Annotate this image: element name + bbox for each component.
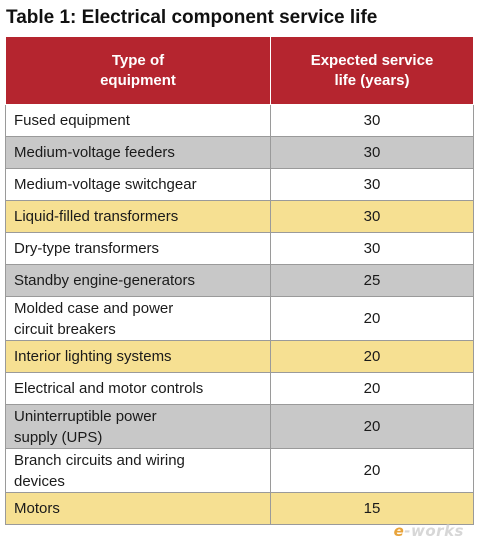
equipment-type-cell: Motors xyxy=(5,492,271,525)
table-title: Table 1: Electrical component service li… xyxy=(6,7,378,28)
service-life-cell: 15 xyxy=(270,492,474,525)
e-works-watermark: e-works xyxy=(394,522,464,540)
table-row: Dry-type transformers 30 xyxy=(5,232,474,265)
equipment-type-cell: Medium-voltage switchgear xyxy=(5,168,271,201)
header-equipment-type-line-2: equipment xyxy=(100,71,176,89)
table-row: Uninterruptible power supply (UPS) 20 xyxy=(5,404,474,449)
table-row: Interior lighting systems 20 xyxy=(5,340,474,373)
equipment-type-cell: Fused equipment xyxy=(5,104,271,137)
equipment-type-cell: Branch circuits and wiring devices xyxy=(5,448,271,493)
equipment-type-cell: Uninterruptible power supply (UPS) xyxy=(5,404,271,449)
header-service-life: Expected service life (years) xyxy=(270,36,474,105)
service-life-cell: 30 xyxy=(270,232,474,265)
table-header-row: Type of equipment Expected service life … xyxy=(5,36,474,105)
table-row: Molded case and power circuit breakers 20 xyxy=(5,296,474,341)
service-life-cell: 30 xyxy=(270,104,474,137)
service-life-cell: 25 xyxy=(270,264,474,297)
watermark-prefix: e xyxy=(393,522,405,540)
table-row: Medium-voltage feeders 30 xyxy=(5,136,474,169)
equipment-type-cell: Medium-voltage feeders xyxy=(5,136,271,169)
table-row: Motors 15 xyxy=(5,492,474,525)
service-life-cell: 20 xyxy=(270,296,474,341)
equipment-type-cell: Liquid-filled transformers xyxy=(5,200,271,233)
service-life-cell: 30 xyxy=(270,168,474,201)
header-equipment-type-line-1: Type of xyxy=(111,51,165,69)
service-life-cell: 30 xyxy=(270,200,474,233)
equipment-type-text: Branch circuits and wiring xyxy=(14,451,185,469)
watermark-text: -works xyxy=(404,522,464,540)
equipment-type-text: Medium-voltage switchgear xyxy=(14,176,197,193)
equipment-type-text: supply (UPS) xyxy=(14,428,103,446)
service-life-cell: 20 xyxy=(270,340,474,373)
equipment-type-text: Interior lighting systems xyxy=(14,348,172,365)
equipment-type-cell: Interior lighting systems xyxy=(5,340,271,373)
table-row: Standby engine-generators 25 xyxy=(5,264,474,297)
service-life-cell: 20 xyxy=(270,448,474,493)
equipment-type-text: Fused equipment xyxy=(14,112,130,129)
equipment-type-cell: Dry-type transformers xyxy=(5,232,271,265)
equipment-type-cell: Electrical and motor controls xyxy=(5,372,271,405)
service-life-cell: 30 xyxy=(270,136,474,169)
equipment-type-cell: Molded case and power circuit breakers xyxy=(5,296,271,341)
header-service-life-line-2: life (years) xyxy=(334,71,410,89)
equipment-type-cell: Standby engine-generators xyxy=(5,264,271,297)
header-equipment-type: Type of equipment xyxy=(5,36,271,105)
table-row: Medium-voltage switchgear 30 xyxy=(5,168,474,201)
equipment-type-text: Dry-type transformers xyxy=(14,240,160,257)
equipment-type-text: devices xyxy=(14,472,65,490)
table-body: Fused equipment 30 Medium-voltage feeders 3… xyxy=(5,104,474,525)
table-row: Fused equipment 30 xyxy=(5,104,474,137)
header-service-life-line-1: Expected service xyxy=(310,51,434,69)
service-life-table: Type of equipment Expected service life … xyxy=(5,36,474,525)
table-row: Liquid-filled transformers 30 xyxy=(5,200,474,233)
equipment-type-text: Uninterruptible power xyxy=(14,407,157,425)
equipment-type-text: Standby engine-generators xyxy=(14,272,195,289)
service-life-cell: 20 xyxy=(270,372,474,405)
table-row: Branch circuits and wiring devices 20 xyxy=(5,448,474,493)
equipment-type-text: Molded case and power xyxy=(14,299,174,317)
equipment-type-text: Motors xyxy=(14,500,60,517)
equipment-type-text: circuit breakers xyxy=(14,320,116,338)
service-life-cell: 20 xyxy=(270,404,474,449)
table-row: Electrical and motor controls 20 xyxy=(5,372,474,405)
equipment-type-text: Electrical and motor controls xyxy=(14,380,204,397)
equipment-type-text: Liquid-filled transformers xyxy=(14,208,179,225)
equipment-type-text: Medium-voltage feeders xyxy=(14,144,175,161)
